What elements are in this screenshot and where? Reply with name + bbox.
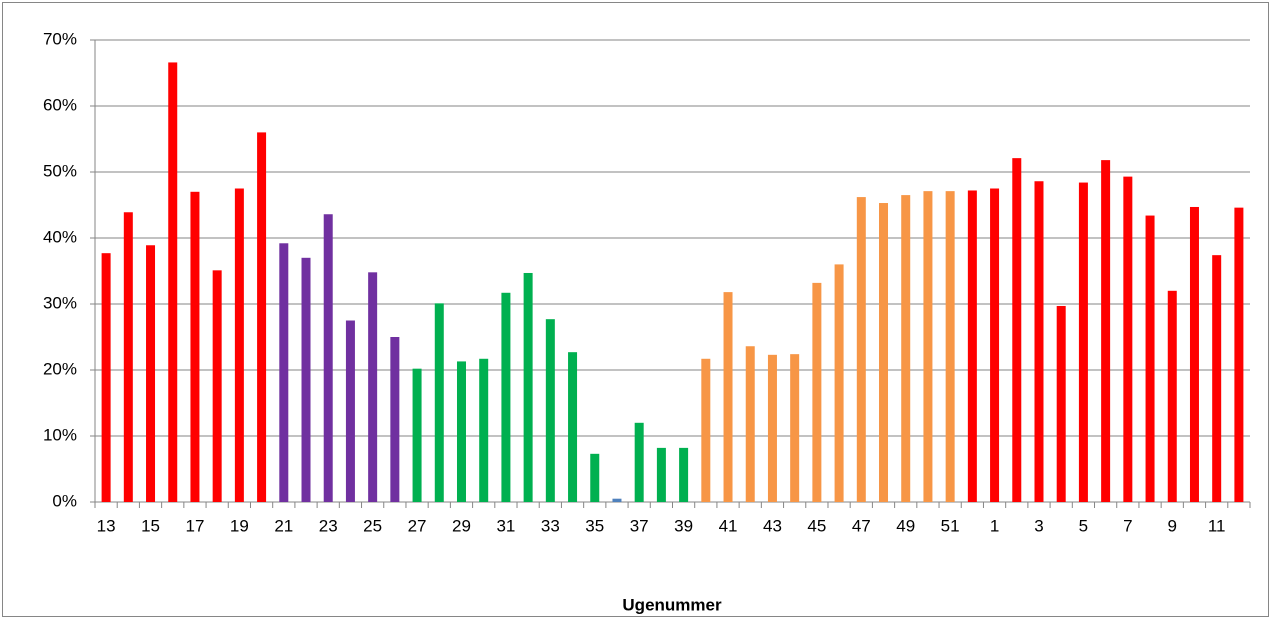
x-tick-label: 1 xyxy=(990,516,999,535)
x-tick-label: 39 xyxy=(674,516,693,535)
bar xyxy=(1012,158,1022,502)
bar xyxy=(701,358,711,502)
y-tick-label: 10% xyxy=(43,425,77,444)
bar xyxy=(1101,160,1111,502)
y-tick-label: 0% xyxy=(52,491,77,510)
bar xyxy=(745,346,755,502)
x-tick-label: 15 xyxy=(141,516,160,535)
bar xyxy=(856,197,866,502)
y-tick-label: 60% xyxy=(43,95,77,114)
bar xyxy=(168,62,178,502)
bar xyxy=(545,319,555,502)
bar xyxy=(1167,290,1177,502)
x-tick-label: 33 xyxy=(541,516,560,535)
bar xyxy=(123,212,133,502)
bar xyxy=(767,354,777,502)
x-tick-label: 43 xyxy=(763,516,782,535)
bar xyxy=(479,358,489,502)
bar xyxy=(879,203,889,502)
bar xyxy=(656,447,666,502)
bar xyxy=(412,368,422,502)
x-tick-label: 11 xyxy=(1208,516,1226,535)
x-tick-label: 13 xyxy=(97,516,116,535)
bar xyxy=(434,303,444,502)
x-tick-label: 51 xyxy=(941,516,960,535)
x-axis-title: Ugenummer xyxy=(622,595,722,614)
bar xyxy=(257,132,267,502)
x-tick-label: 21 xyxy=(274,516,293,535)
x-tick-label: 47 xyxy=(852,516,871,535)
x-tick-label: 45 xyxy=(807,516,826,535)
bar xyxy=(279,243,289,502)
bar xyxy=(568,352,578,502)
bar xyxy=(101,253,111,502)
bar xyxy=(456,361,466,502)
bar xyxy=(523,272,533,502)
bar xyxy=(967,190,977,503)
bar xyxy=(1078,182,1088,502)
x-tick-label: 29 xyxy=(452,516,471,535)
bar xyxy=(990,188,1000,502)
bar xyxy=(1189,206,1199,503)
bar xyxy=(1145,215,1155,502)
bar xyxy=(945,191,955,502)
bar xyxy=(901,195,911,502)
x-tick-label: 5 xyxy=(1079,516,1088,535)
bar xyxy=(1034,181,1044,503)
bar xyxy=(612,498,622,502)
y-tick-label: 30% xyxy=(43,293,77,312)
bar xyxy=(590,453,600,502)
bar xyxy=(212,270,222,502)
x-tick-label: 35 xyxy=(585,516,604,535)
bar xyxy=(1123,176,1133,502)
bar xyxy=(1212,255,1222,502)
x-tick-label: 25 xyxy=(363,516,382,535)
bar xyxy=(301,257,311,502)
x-tick-label: 27 xyxy=(408,516,427,535)
x-tick-label: 19 xyxy=(230,516,249,535)
x-tick-label: 17 xyxy=(185,516,204,535)
x-tick-label: 37 xyxy=(630,516,649,535)
bar xyxy=(234,188,244,502)
y-tick-label: 20% xyxy=(43,359,77,378)
bar xyxy=(679,447,689,502)
x-tick-label: 49 xyxy=(896,516,915,535)
bar xyxy=(1056,305,1066,502)
x-tick-label: 31 xyxy=(496,516,515,535)
bar xyxy=(634,422,644,502)
bar xyxy=(345,320,355,502)
bar xyxy=(723,292,733,502)
bar xyxy=(190,191,200,503)
bar xyxy=(368,272,378,502)
bar xyxy=(1234,207,1244,502)
bar xyxy=(834,264,844,502)
bar xyxy=(501,292,511,502)
x-tick-label: 9 xyxy=(1168,516,1177,535)
y-tick-label: 50% xyxy=(43,161,77,180)
bar xyxy=(323,214,333,503)
x-tick-label: 3 xyxy=(1034,516,1043,535)
x-tick-label: 7 xyxy=(1123,516,1132,535)
bar xyxy=(923,191,933,502)
bar xyxy=(812,282,822,502)
bar xyxy=(390,337,400,502)
y-tick-label: 70% xyxy=(43,29,77,48)
x-tick-label: 23 xyxy=(319,516,338,535)
bar xyxy=(790,354,800,502)
x-tick-label: 41 xyxy=(719,516,738,535)
y-tick-label: 40% xyxy=(43,227,77,246)
bar xyxy=(146,245,156,502)
